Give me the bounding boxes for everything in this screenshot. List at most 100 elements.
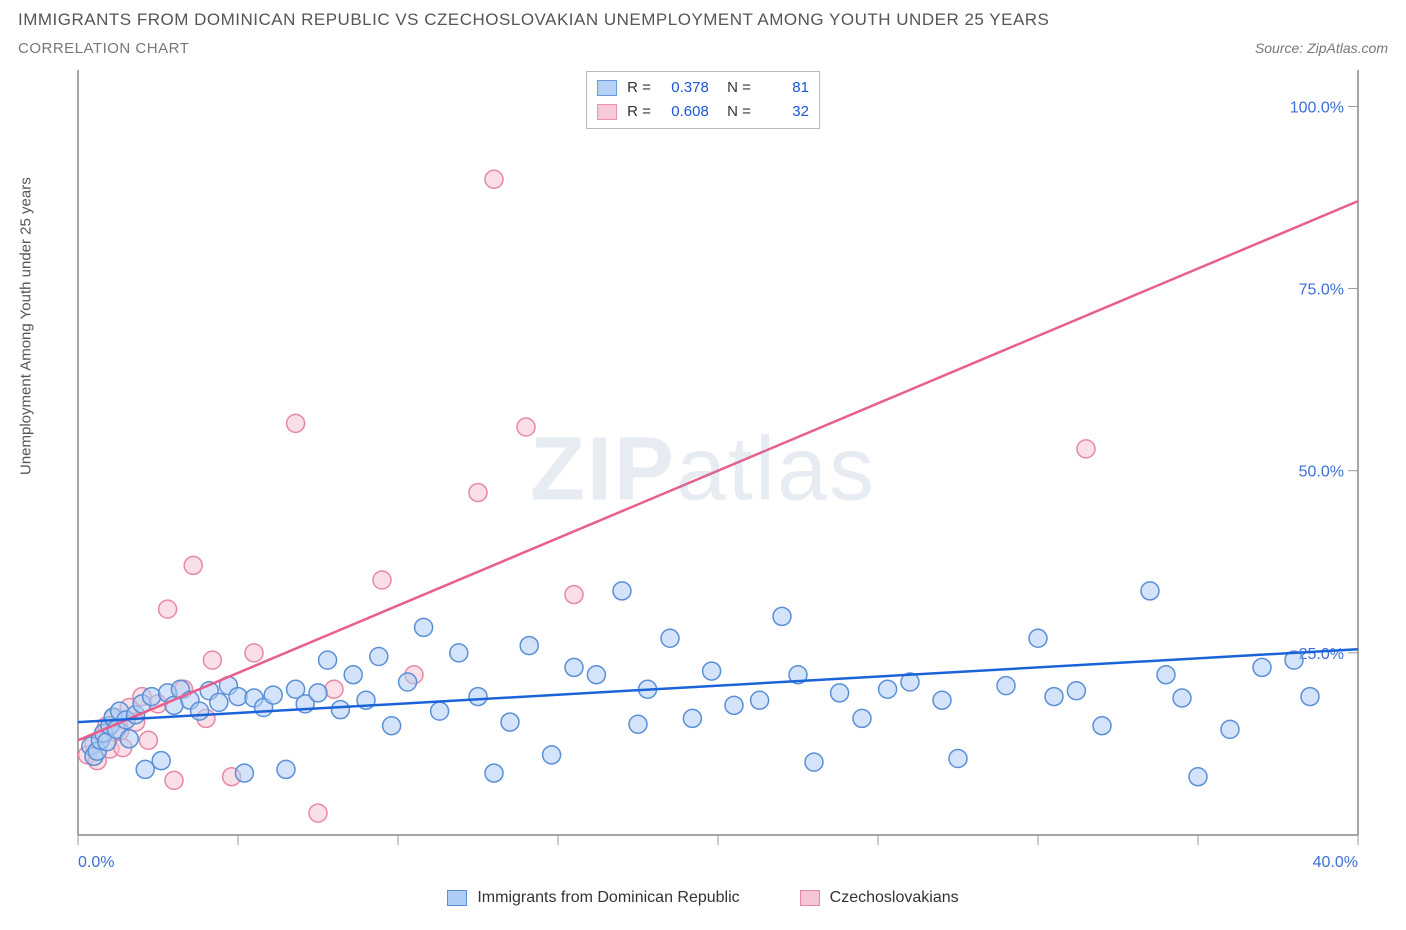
data-point <box>191 702 209 720</box>
series-czech <box>79 170 1095 822</box>
data-point <box>210 693 228 711</box>
legend-item-dominican: Immigrants from Dominican Republic <box>447 889 739 907</box>
legend-label: Czechoslovakians <box>830 889 959 907</box>
data-point <box>469 484 487 502</box>
data-point <box>415 618 433 636</box>
data-point <box>331 701 349 719</box>
data-point <box>1301 688 1319 706</box>
data-point <box>309 684 327 702</box>
data-point <box>1253 658 1271 676</box>
data-point <box>136 760 154 778</box>
stat-n-label: N = <box>719 100 751 124</box>
data-point <box>1029 629 1047 647</box>
data-point <box>853 709 871 727</box>
stats-row-dominican: R = 0.378 N = 81 <box>597 76 809 100</box>
data-point <box>725 696 743 714</box>
series-dominican <box>82 582 1319 786</box>
data-point <box>139 731 157 749</box>
stats-legend: R = 0.378 N = 81 R = 0.608 N = 32 <box>586 71 820 129</box>
swatch-dominican <box>597 80 617 96</box>
data-point <box>277 760 295 778</box>
data-point <box>565 586 583 604</box>
data-point <box>773 607 791 625</box>
data-point <box>520 637 538 655</box>
legend-swatch-czech <box>800 890 820 906</box>
data-point <box>203 651 221 669</box>
data-point <box>543 746 561 764</box>
data-point <box>1157 666 1175 684</box>
data-point <box>344 666 362 684</box>
source-name: ZipAtlas.com <box>1307 40 1388 56</box>
stat-n-label: N = <box>719 76 751 100</box>
data-point <box>469 688 487 706</box>
y-axis-label: Unemployment Among Youth under 25 years <box>18 177 35 475</box>
svg-text:50.0%: 50.0% <box>1299 464 1344 481</box>
data-point <box>325 680 343 698</box>
data-point <box>485 170 503 188</box>
swatch-czech <box>597 104 617 120</box>
legend-item-czech: Czechoslovakians <box>800 889 959 907</box>
data-point <box>1189 768 1207 786</box>
stat-n-value: 32 <box>761 100 809 124</box>
data-point <box>319 651 337 669</box>
legend-label: Immigrants from Dominican Republic <box>477 889 739 907</box>
data-point <box>501 713 519 731</box>
data-point <box>831 684 849 702</box>
data-point <box>184 556 202 574</box>
data-point <box>120 730 138 748</box>
data-point <box>703 662 721 680</box>
chart-container: Unemployment Among Youth under 25 years … <box>18 65 1388 885</box>
data-point <box>165 771 183 789</box>
data-point <box>450 644 468 662</box>
data-point <box>1077 440 1095 458</box>
data-point <box>159 600 177 618</box>
data-point <box>629 715 647 733</box>
bottom-legend: Immigrants from Dominican Republic Czecho… <box>18 889 1388 907</box>
data-point <box>997 677 1015 695</box>
data-point <box>143 688 161 706</box>
data-point <box>309 804 327 822</box>
data-point <box>1067 682 1085 700</box>
data-point <box>751 691 769 709</box>
chart-subtitle: CORRELATION CHART <box>18 40 189 57</box>
stat-r-value: 0.608 <box>661 100 709 124</box>
data-point <box>431 702 449 720</box>
data-point <box>370 648 388 666</box>
data-point <box>1141 582 1159 600</box>
data-point <box>613 582 631 600</box>
data-point <box>383 717 401 735</box>
data-point <box>683 709 701 727</box>
source-citation: Source: ZipAtlas.com <box>1255 40 1388 56</box>
svg-text:40.0%: 40.0% <box>1313 854 1358 871</box>
data-point <box>373 571 391 589</box>
source-prefix: Source: <box>1255 40 1307 56</box>
data-point <box>565 658 583 676</box>
data-point <box>805 753 823 771</box>
svg-text:75.0%: 75.0% <box>1299 282 1344 299</box>
data-point <box>287 414 305 432</box>
data-point <box>949 750 967 768</box>
stat-r-label: R = <box>627 76 651 100</box>
data-point <box>517 418 535 436</box>
data-point <box>1221 720 1239 738</box>
data-point <box>1093 717 1111 735</box>
legend-swatch-dominican <box>447 890 467 906</box>
stat-n-value: 81 <box>761 76 809 100</box>
data-point <box>485 764 503 782</box>
data-point <box>235 764 253 782</box>
data-point <box>399 673 417 691</box>
data-point <box>587 666 605 684</box>
svg-text:25.0%: 25.0% <box>1299 646 1344 663</box>
data-point <box>661 629 679 647</box>
stat-r-label: R = <box>627 100 651 124</box>
data-point <box>229 688 247 706</box>
stat-r-value: 0.378 <box>661 76 709 100</box>
data-point <box>245 644 263 662</box>
data-point <box>1045 688 1063 706</box>
data-point <box>152 752 170 770</box>
data-point <box>879 680 897 698</box>
svg-text:0.0%: 0.0% <box>78 854 114 871</box>
chart-title: IMMIGRANTS FROM DOMINICAN REPUBLIC VS CZ… <box>18 10 1049 30</box>
svg-text:100.0%: 100.0% <box>1290 99 1344 116</box>
stats-row-czech: R = 0.608 N = 32 <box>597 100 809 124</box>
